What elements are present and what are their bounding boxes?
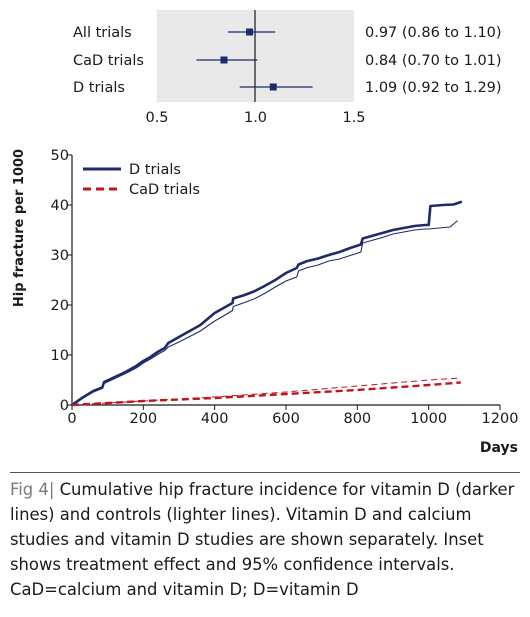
x-tick-label: 0 (67, 411, 76, 427)
forest-row-value: 1.09 (0.92 to 1.29) (365, 80, 502, 96)
y-tick-label: 0 (60, 398, 69, 414)
series-line (70, 200, 463, 407)
x-tick-label: 400 (201, 411, 229, 427)
caption-separator: | (48, 480, 55, 499)
x-tick-label: 600 (272, 411, 300, 427)
forest-row-value: 0.84 (0.70 to 1.01) (365, 53, 502, 69)
forest-row-label: D trials (73, 80, 125, 96)
y-axis-label: Hip fracture per 1000 (12, 149, 27, 307)
series-line (71, 220, 458, 406)
forest-row: All trials 0.97 (0.86 to 1.10) (73, 25, 502, 41)
forest-plot-inset: All trials 0.97 (0.86 to 1.10) CaD trials 0… (73, 10, 502, 126)
x-axis-label: Days (480, 440, 518, 456)
forest-row-value: 0.97 (0.86 to 1.10) (365, 25, 502, 41)
y-tick-label: 10 (51, 348, 69, 364)
caption-rule (10, 472, 520, 473)
forest-estimate-marker (220, 56, 228, 64)
y-tick-label: 50 (51, 148, 69, 164)
y-axis-ticks: 0 10 20 30 40 50 (51, 148, 72, 414)
caption-text: Cumulative hip fracture incidence for vi… (10, 480, 515, 599)
legend: D trials CaD trials (83, 162, 200, 198)
line-chart: 0 10 20 30 40 50 0 200 400 600 800 1000 1200 Hip fr… (12, 148, 518, 456)
figure-label: Fig 4 (10, 480, 49, 499)
forest-row-label: All trials (73, 25, 132, 41)
forest-rows: All trials 0.97 (0.86 to 1.10) CaD trials 0… (73, 25, 502, 96)
forest-x-tick-label: 1.5 (342, 110, 365, 126)
forest-row: D trials 1.09 (0.92 to 1.29) (73, 80, 502, 96)
figure-caption: Fig 4| Cumulative hip fracture incidence… (10, 477, 525, 602)
x-axis-ticks: 0 200 400 600 800 1000 1200 (67, 405, 518, 427)
series-line (71, 377, 461, 406)
legend-label: D trials (129, 162, 181, 178)
y-tick-label: 30 (51, 248, 69, 264)
forest-x-ticks: 0.5 1.0 1.5 (145, 110, 365, 126)
figure: All trials 0.97 (0.86 to 1.10) CaD trials 0… (12, 10, 518, 456)
forest-estimate-marker (269, 83, 277, 91)
x-tick-label: 200 (129, 411, 157, 427)
forest-row: CaD trials 0.84 (0.70 to 1.01) (73, 53, 502, 69)
forest-row-label: CaD trials (73, 53, 144, 69)
y-tick-label: 40 (51, 198, 69, 214)
series-lines (70, 200, 463, 407)
legend-label: CaD trials (129, 182, 200, 198)
forest-estimate-marker (246, 28, 254, 36)
x-tick-label: 1200 (482, 411, 519, 427)
y-tick-label: 20 (51, 298, 69, 314)
forest-x-tick-label: 0.5 (145, 110, 168, 126)
x-tick-label: 1000 (410, 411, 447, 427)
forest-x-tick-label: 1.0 (244, 110, 267, 126)
x-tick-label: 800 (343, 411, 371, 427)
